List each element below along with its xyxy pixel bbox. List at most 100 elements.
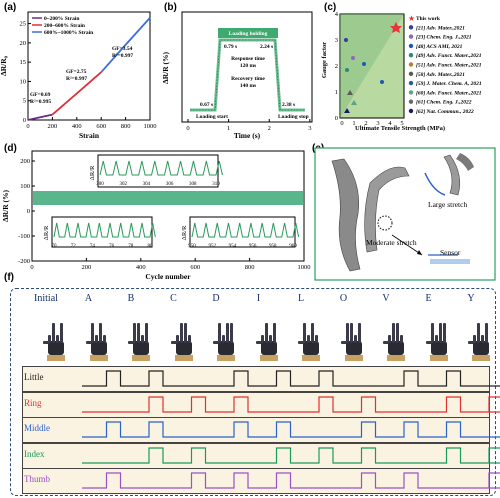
- gesture-label-e: E: [425, 293, 432, 304]
- gesture-label-o: O: [339, 293, 348, 304]
- signal-trace-thumb: [82, 472, 500, 489]
- legend-c-10: [62] Nat. Commun., 2022: [416, 109, 474, 115]
- tick-c-x: 3: [376, 120, 379, 127]
- series-a-0: [27, 113, 53, 121]
- panel-d-label: (d): [4, 143, 17, 154]
- gesture-label-a: A: [84, 293, 93, 304]
- panel-c-yticks: 0 1 2 3 4: [335, 11, 339, 122]
- legend-c-8: [60] Adv. Funct. Mater.,2021: [416, 90, 482, 96]
- panel-b-xticks: 0 1 2 3: [186, 119, 312, 132]
- tick-b-x: 0: [186, 125, 189, 132]
- legend-a-2: 600%~1000% Strain: [44, 30, 93, 36]
- robot-hand-c: [170, 323, 193, 361]
- ann-a-gf1: GF=0.69: [30, 92, 51, 98]
- legend-c-7: [59] J. Mater. Chem. A, 2021: [416, 81, 482, 87]
- tick-d-y: 200: [20, 158, 30, 165]
- legend-a-1: 200~600% Strain: [44, 23, 85, 29]
- panel-c-chart: 0 1 2 3 4 0 1 2 3 4 5 Ultimate Tensile Strength (…: [321, 11, 482, 132]
- panel-e-illustration: Large stretch Moderate stretch Sensor: [314, 147, 496, 281]
- svg-text:76: 76: [109, 244, 115, 249]
- tick-c-y: 4: [335, 11, 339, 18]
- this-work-star: [390, 22, 402, 33]
- svg-text:74: 74: [90, 244, 96, 249]
- gesture-label-v: V: [382, 293, 390, 304]
- panel-a-ylabel: ΔR/R₀: [0, 55, 8, 76]
- panel-b-xlabel: Time (s): [234, 131, 261, 140]
- gesture-label-l: L: [297, 293, 305, 304]
- panel-d-xticks: 0 200 400 600 800 1000: [30, 258, 311, 271]
- panel-c-ylabel: Gauge factor: [321, 42, 328, 78]
- series-a-2: [100, 17, 151, 73]
- ann-b-resp: Response time: [231, 56, 265, 62]
- svg-text:308: 308: [189, 182, 197, 187]
- tick-c-x: 5: [400, 120, 403, 127]
- svg-text:70: 70: [52, 244, 58, 249]
- svg-text:300: 300: [96, 182, 104, 187]
- tick-a-y: 10: [20, 78, 27, 85]
- panel-d: (d) -200 -100 0 100 200 0 200 400 600 800 1000 30…: [0, 143, 311, 283]
- gesture-label-b: B: [127, 293, 135, 304]
- tick-c-y: 2: [335, 63, 338, 70]
- series-a-1: [51, 71, 102, 116]
- ann-e-large: Large stretch: [428, 200, 467, 209]
- robot-hand-o: [340, 323, 363, 361]
- tick-a-x: 600: [96, 123, 106, 130]
- tick-a-y: 25: [20, 21, 27, 28]
- tick-d-x: 600: [190, 264, 200, 271]
- inset-d-2: [51, 216, 153, 248]
- panel-a-frame: [27, 11, 151, 121]
- tick-c-x: 0: [340, 120, 343, 127]
- panel-a-lines: [27, 17, 151, 121]
- ann-b-t2: 2.24 s: [260, 44, 273, 50]
- ann-e-moderate: Moderate stretch: [366, 238, 417, 247]
- panel-a-xticks: 0 200 400 600 800 1000: [26, 117, 157, 130]
- tick-c-x: 4: [388, 120, 392, 127]
- tick-a-y: 5: [23, 98, 26, 105]
- tick-c-y: 1: [335, 89, 338, 96]
- ann-a-r1: R²=0.995: [30, 99, 51, 105]
- finger-label-index: Index: [24, 448, 45, 459]
- tick-c-y: 0: [335, 115, 338, 122]
- svg-text:78: 78: [128, 244, 134, 249]
- tick-d-x: 200: [82, 264, 92, 271]
- tick-d-x: 400: [136, 264, 146, 271]
- legend-c-6: [58] Adv. Mater.,2021: [416, 72, 465, 78]
- ann-b-rec: Recovery time: [231, 76, 265, 82]
- finger-label-ring: Ring: [24, 397, 42, 408]
- panel-c-xlabel: Ultimate Tensile Strength (MPa): [355, 125, 445, 132]
- tick-a-y: 0: [23, 117, 26, 124]
- panel-a-label: (a): [4, 2, 17, 13]
- panel-b-label: (b): [164, 2, 177, 13]
- svg-text:958: 958: [269, 244, 277, 249]
- ann-b-rec-v: 140 ms: [240, 83, 256, 89]
- legend-c-4: [49] Adv. Funct. Mater.,2021: [416, 53, 482, 59]
- svg-text:960: 960: [289, 244, 297, 249]
- svg-text:306: 306: [166, 182, 174, 187]
- gesture-label-d: D: [212, 293, 220, 304]
- panel-f-label: (f): [4, 272, 14, 283]
- signal-trace-index: [82, 446, 500, 464]
- ann-a-r2: R²=0.997: [66, 76, 87, 82]
- svg-text:★: ★: [408, 14, 415, 23]
- legend-c-3: [48] ACS AMI, 2021: [416, 44, 463, 50]
- robot-hand-l: [298, 323, 320, 361]
- legend-c-5: [51] Adv. Funct. Mater.,2021: [416, 63, 482, 69]
- tick-b-x: 2: [268, 125, 271, 132]
- svg-text:952: 952: [208, 244, 216, 249]
- inset-d-1: [97, 154, 219, 188]
- robot-hand-y: [468, 323, 490, 361]
- panel-d-frame: [31, 150, 305, 262]
- gesture-label-initial: Initial: [34, 293, 58, 304]
- tick-d-y: -100: [18, 233, 30, 240]
- panel-c-legend: ★ This work [21] Adv. Mater.,2021 [23] Chem…: [408, 14, 482, 115]
- panel-c-label: (c): [324, 2, 337, 13]
- svg-text:954: 954: [229, 244, 237, 249]
- panel-b-chart: Loading holding 0.79 s 2.24 s Response t…: [161, 11, 313, 140]
- ann-a-gf2: GF=2.75: [66, 69, 87, 75]
- ann-b-t3: 2.38 s: [282, 102, 295, 108]
- svg-text:302: 302: [119, 182, 127, 187]
- gesture-label-y: Y: [467, 293, 475, 304]
- robot-hand-d: [213, 323, 235, 361]
- robot-hand-e: [425, 323, 448, 361]
- panel-b-signal: [190, 38, 305, 112]
